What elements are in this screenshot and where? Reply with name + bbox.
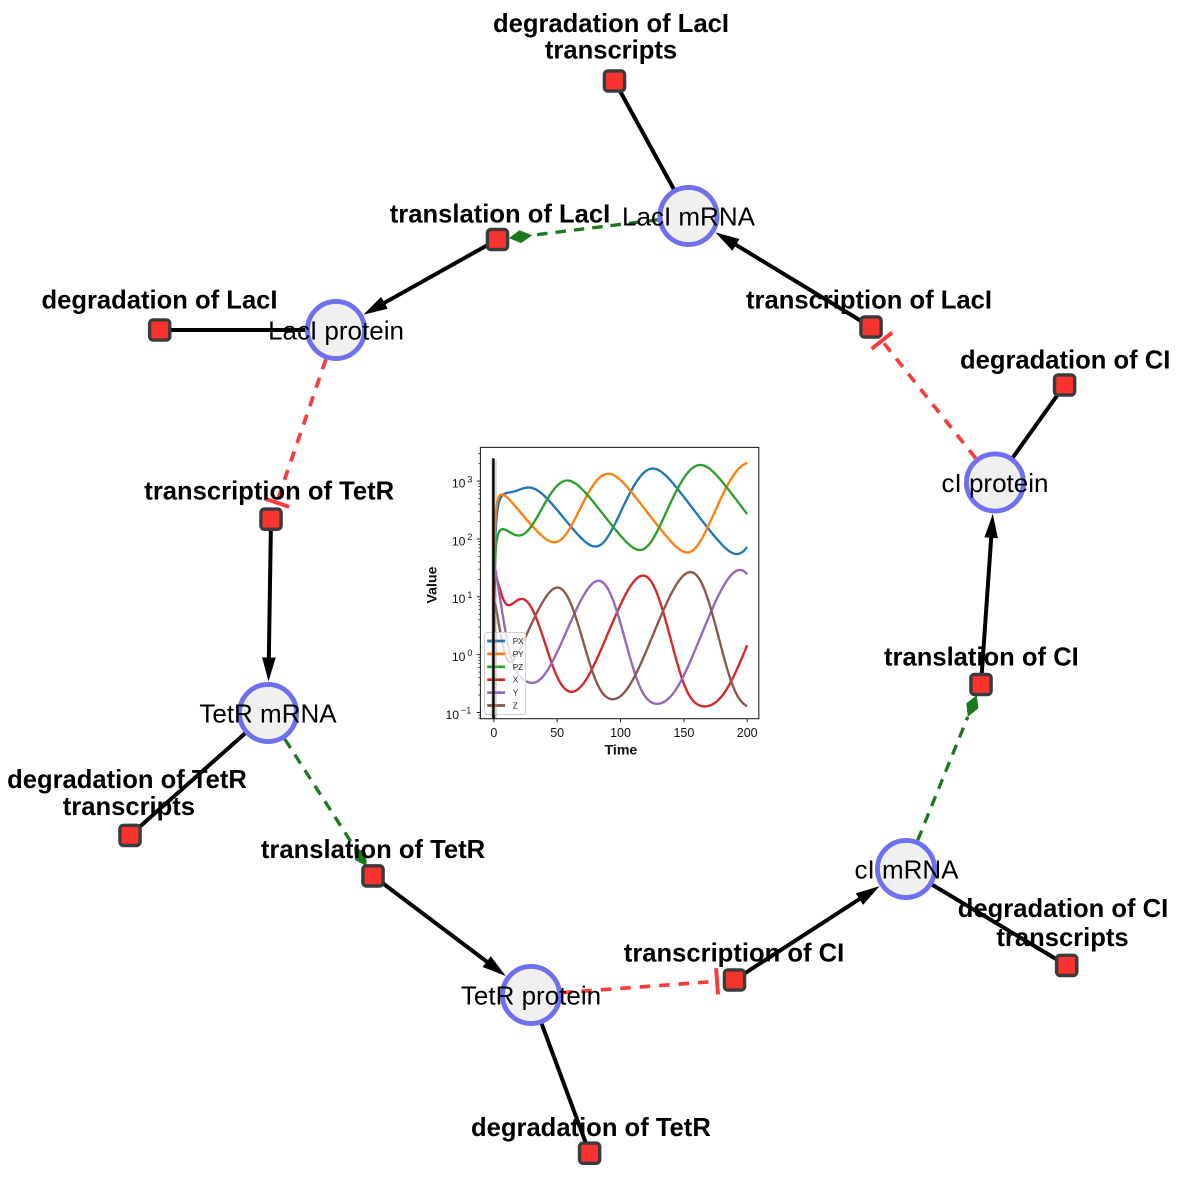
svg-text:2: 2 <box>467 532 472 542</box>
svg-text:3: 3 <box>467 474 472 484</box>
svg-text:10: 10 <box>452 592 466 606</box>
svg-text:transcription of TetR: transcription of TetR <box>144 478 394 506</box>
svg-text:TetR mRNA: TetR mRNA <box>199 698 337 728</box>
svg-text:transcripts: transcripts <box>545 37 677 65</box>
svg-text:degradation of TetR: degradation of TetR <box>471 1114 711 1142</box>
svg-text:transcription of LacI: transcription of LacI <box>746 286 992 314</box>
svg-text:TetR protein: TetR protein <box>461 980 601 1010</box>
svg-text:10: 10 <box>452 650 466 664</box>
svg-text:10: 10 <box>445 708 459 722</box>
svg-text:10: 10 <box>452 534 466 548</box>
svg-text:translation of LacI: translation of LacI <box>390 201 610 229</box>
svg-text:Value: Value <box>425 566 441 603</box>
svg-text:0: 0 <box>467 648 472 658</box>
svg-text:PZ: PZ <box>513 663 523 672</box>
svg-text:Time: Time <box>604 742 637 758</box>
svg-text:LacI protein: LacI protein <box>268 315 404 345</box>
svg-text:degradation of TetR: degradation of TetR <box>7 766 247 794</box>
svg-text:X: X <box>513 676 519 685</box>
svg-text:1: 1 <box>467 590 472 600</box>
svg-text:Y: Y <box>513 689 519 698</box>
svg-text:transcripts: transcripts <box>996 924 1128 952</box>
svg-text:degradation of LacI: degradation of LacI <box>493 10 729 38</box>
svg-text:100: 100 <box>610 726 631 740</box>
svg-text:degradation of CI: degradation of CI <box>960 347 1170 375</box>
svg-text:10: 10 <box>452 477 466 491</box>
svg-text:50: 50 <box>550 726 564 740</box>
svg-text:transcription of CI: transcription of CI <box>624 940 844 968</box>
svg-text:translation of CI: translation of CI <box>884 644 1079 672</box>
svg-text:200: 200 <box>737 726 758 740</box>
svg-text:cI mRNA: cI mRNA <box>855 855 960 885</box>
svg-text:cI protein: cI protein <box>942 468 1049 498</box>
svg-text:0: 0 <box>490 726 497 740</box>
svg-text:transcripts: transcripts <box>63 793 195 821</box>
svg-text:−1: −1 <box>461 706 471 716</box>
svg-text:150: 150 <box>673 726 694 740</box>
svg-text:translation of TetR: translation of TetR <box>261 836 485 864</box>
svg-text:LacI mRNA: LacI mRNA <box>622 201 756 231</box>
svg-text:degradation of CI: degradation of CI <box>958 895 1168 923</box>
svg-text:Z: Z <box>513 702 518 711</box>
svg-text:PY: PY <box>513 650 524 659</box>
svg-text:PX: PX <box>513 637 524 646</box>
svg-text:degradation of LacI: degradation of LacI <box>41 286 277 314</box>
